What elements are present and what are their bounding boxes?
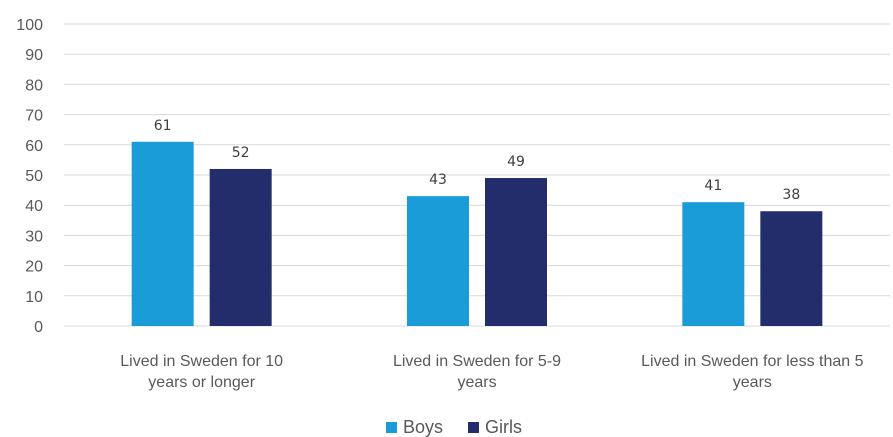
y-tick-label: 70: [25, 108, 43, 125]
data-label: 38: [782, 187, 800, 203]
category-label-line: years: [733, 374, 772, 391]
y-tick-label: 60: [25, 138, 43, 155]
y-tick-label: 80: [25, 77, 43, 94]
legend-swatch-boys: [386, 422, 397, 433]
y-tick-label: 10: [25, 289, 43, 306]
y-tick-label: 90: [25, 47, 43, 64]
data-label: 52: [232, 145, 250, 161]
legend-swatch-girls: [468, 422, 479, 433]
y-tick-label: 100: [16, 17, 43, 34]
bar-girls: [209, 168, 272, 326]
y-tick-label: 50: [25, 168, 43, 185]
category-label-line: Lived in Sweden for 10: [120, 353, 283, 370]
category-label: Lived in Sweden for 10 years or longer: [120, 353, 283, 391]
data-label: 41: [704, 178, 722, 194]
data-label: 49: [507, 154, 525, 170]
y-tick-label: 20: [25, 259, 43, 276]
bar-boys: [682, 202, 745, 326]
category-label: Lived in Sweden for less than 5 years: [641, 353, 863, 391]
data-labels: 61 52 43 49 41 38: [154, 118, 800, 203]
data-label: 43: [429, 172, 447, 188]
category-label-line: years: [457, 374, 496, 391]
y-tick-label: 30: [25, 228, 43, 245]
bar-girls: [760, 211, 823, 326]
legend-label-girls: Girls: [485, 417, 522, 437]
legend: Boys Girls: [386, 417, 522, 437]
category-label: Lived in Sweden for 5-9 years: [393, 353, 561, 391]
category-label-line: years or longer: [148, 374, 255, 391]
bars: [131, 141, 823, 326]
bar-boys: [131, 141, 194, 326]
data-label: 61: [154, 118, 172, 134]
x-axis-category-labels: Lived in Sweden for 10 years or longerLiv…: [120, 353, 863, 391]
category-label-line: Lived in Sweden for 5-9: [393, 353, 561, 370]
bar-girls: [485, 178, 547, 326]
y-tick-label: 40: [25, 198, 43, 215]
category-label-line: Lived in Sweden for less than 5: [641, 353, 863, 370]
y-axis-tick-labels: 0 10 20 30 40 50 60 70 80 90 100: [16, 17, 43, 336]
y-tick-label: 0: [34, 319, 43, 336]
bar-boys: [407, 196, 469, 326]
gridlines: [64, 23, 890, 327]
legend-label-boys: Boys: [403, 417, 443, 437]
